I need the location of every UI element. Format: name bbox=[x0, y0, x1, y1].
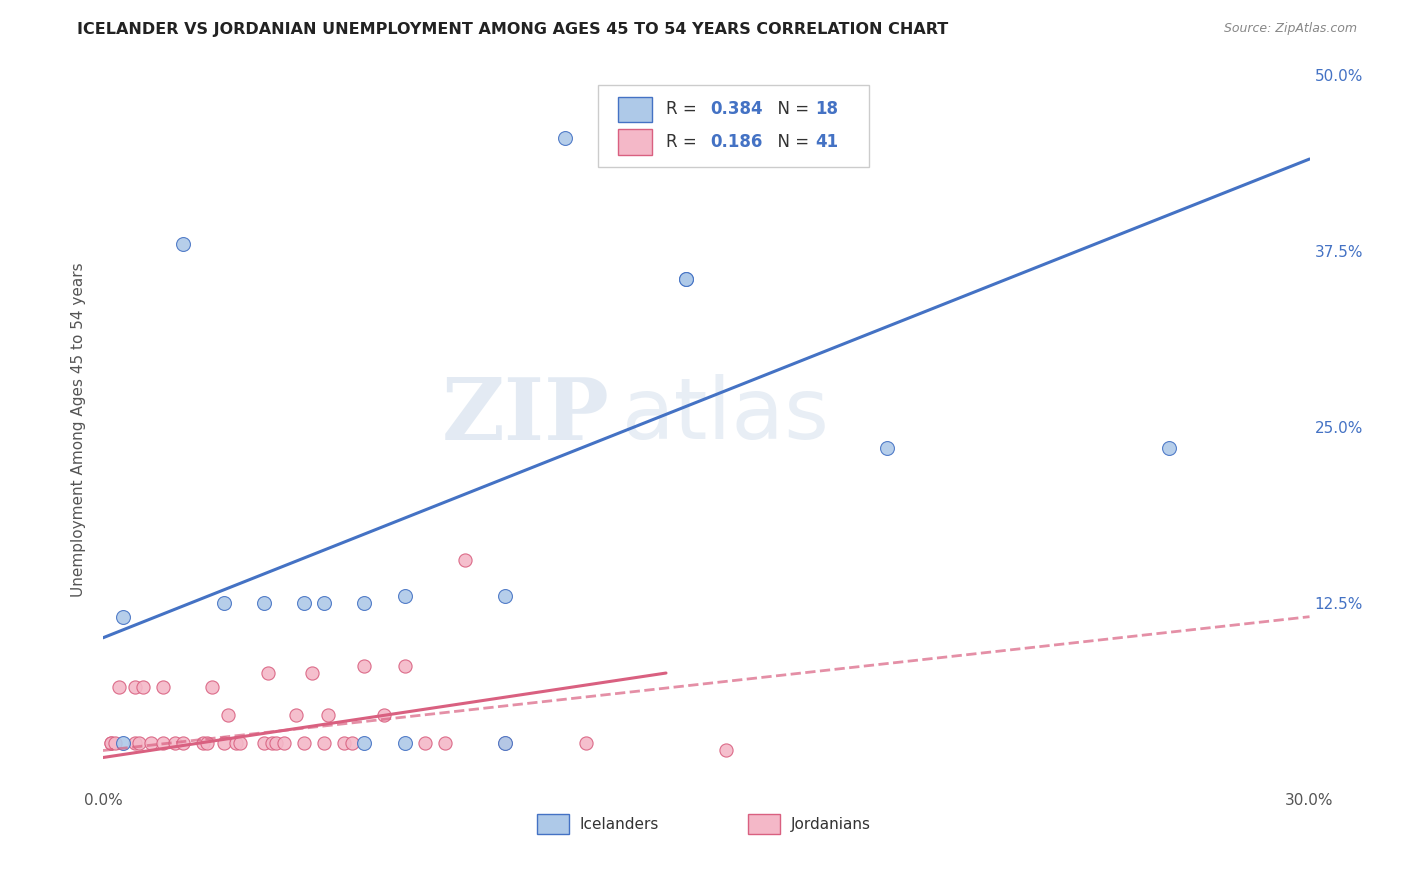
Point bbox=[494, 589, 516, 603]
Point bbox=[353, 659, 375, 673]
Point bbox=[260, 736, 283, 750]
Point bbox=[212, 596, 235, 610]
Point bbox=[314, 596, 336, 610]
Point bbox=[373, 708, 395, 723]
Point bbox=[172, 736, 194, 750]
FancyBboxPatch shape bbox=[537, 814, 568, 834]
Point bbox=[353, 736, 375, 750]
Point bbox=[314, 736, 336, 750]
Point bbox=[193, 736, 215, 750]
Point bbox=[454, 553, 477, 567]
Text: ICELANDER VS JORDANIAN UNEMPLOYMENT AMONG AGES 45 TO 54 YEARS CORRELATION CHART: ICELANDER VS JORDANIAN UNEMPLOYMENT AMON… bbox=[77, 22, 949, 37]
Point bbox=[228, 736, 250, 750]
Point bbox=[494, 736, 516, 750]
Point bbox=[353, 596, 375, 610]
Text: 41: 41 bbox=[815, 133, 838, 151]
Point bbox=[100, 736, 122, 750]
Point bbox=[197, 736, 219, 750]
Point bbox=[394, 589, 416, 603]
Point bbox=[152, 736, 174, 750]
Point bbox=[200, 680, 222, 694]
Point bbox=[111, 736, 134, 750]
Point bbox=[433, 736, 456, 750]
Point bbox=[152, 680, 174, 694]
Point bbox=[554, 131, 576, 145]
Point bbox=[394, 736, 416, 750]
Point bbox=[876, 441, 898, 455]
Text: R =: R = bbox=[666, 133, 703, 151]
Point bbox=[675, 271, 697, 285]
Point bbox=[285, 708, 308, 723]
Point bbox=[225, 736, 247, 750]
Point bbox=[413, 736, 436, 750]
FancyBboxPatch shape bbox=[748, 814, 780, 834]
Point bbox=[124, 736, 146, 750]
Point bbox=[128, 736, 150, 750]
Point bbox=[316, 708, 339, 723]
Point bbox=[301, 666, 323, 681]
Point bbox=[253, 736, 276, 750]
Point bbox=[494, 736, 516, 750]
Point bbox=[264, 736, 287, 750]
Point bbox=[675, 271, 697, 285]
Text: N =: N = bbox=[766, 133, 814, 151]
Text: 0.186: 0.186 bbox=[710, 133, 762, 151]
Point bbox=[394, 659, 416, 673]
FancyBboxPatch shape bbox=[598, 86, 869, 167]
Text: ZIP: ZIP bbox=[441, 374, 610, 458]
Point bbox=[172, 236, 194, 251]
Point bbox=[165, 736, 187, 750]
Point bbox=[273, 736, 295, 750]
Point bbox=[1157, 441, 1180, 455]
Text: R =: R = bbox=[666, 101, 703, 119]
Point bbox=[108, 680, 131, 694]
Point bbox=[333, 736, 356, 750]
Text: Jordanians: Jordanians bbox=[790, 816, 870, 831]
Text: Source: ZipAtlas.com: Source: ZipAtlas.com bbox=[1223, 22, 1357, 36]
Point bbox=[124, 680, 146, 694]
Text: atlas: atlas bbox=[621, 375, 830, 458]
Y-axis label: Unemployment Among Ages 45 to 54 years: Unemployment Among Ages 45 to 54 years bbox=[72, 263, 86, 598]
Point bbox=[716, 743, 738, 757]
Point bbox=[104, 736, 127, 750]
Point bbox=[132, 680, 155, 694]
Point bbox=[141, 736, 163, 750]
Point bbox=[212, 736, 235, 750]
Point bbox=[292, 736, 315, 750]
Point bbox=[253, 596, 276, 610]
Point bbox=[100, 736, 122, 750]
Text: Icelanders: Icelanders bbox=[579, 816, 659, 831]
Point bbox=[217, 708, 239, 723]
Text: 0.384: 0.384 bbox=[710, 101, 762, 119]
Text: N =: N = bbox=[766, 101, 814, 119]
Point bbox=[256, 666, 278, 681]
Point bbox=[342, 736, 364, 750]
FancyBboxPatch shape bbox=[619, 96, 652, 122]
Point bbox=[111, 609, 134, 624]
Point bbox=[574, 736, 596, 750]
Point bbox=[292, 596, 315, 610]
FancyBboxPatch shape bbox=[619, 129, 652, 155]
Text: 18: 18 bbox=[815, 101, 838, 119]
